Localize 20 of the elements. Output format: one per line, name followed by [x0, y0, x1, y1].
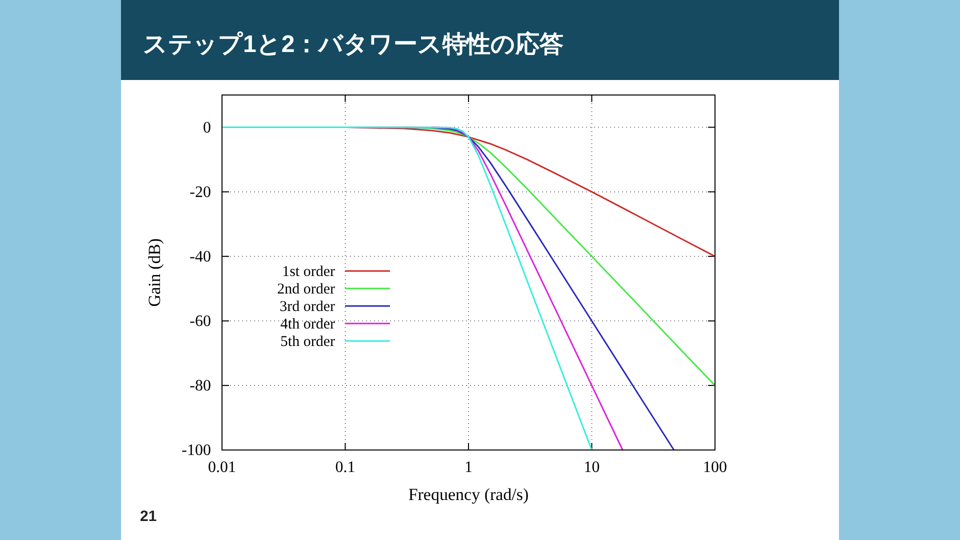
- y-tick-label: -20: [190, 184, 211, 201]
- legend-label: 3rd order: [280, 299, 335, 315]
- x-tick-label: 10: [584, 459, 600, 476]
- x-tick-label: 100: [703, 459, 727, 476]
- x-tick-label: 0.1: [335, 459, 356, 476]
- legend-label: 4th order: [280, 316, 335, 332]
- x-tick-label: 0.01: [208, 459, 236, 476]
- chart-title: ステップ1と2：バタワース特性の応答: [143, 30, 564, 58]
- y-tick-label: 0: [203, 119, 211, 136]
- x-tick-label: 1: [464, 459, 472, 476]
- legend-label: 1st order: [282, 264, 335, 280]
- y-axis-title: Gain (dB): [145, 238, 164, 307]
- y-tick-label: -80: [190, 377, 211, 394]
- legend-label: 5th order: [280, 334, 335, 350]
- text: 21: [140, 508, 157, 525]
- legend-label: 2nd order: [277, 282, 335, 298]
- x-axis-title: Frequency (rad/s): [408, 485, 529, 504]
- y-tick-label: -60: [190, 312, 211, 330]
- y-tick-label: -40: [190, 248, 211, 266]
- y-tick-label: -100: [182, 442, 211, 459]
